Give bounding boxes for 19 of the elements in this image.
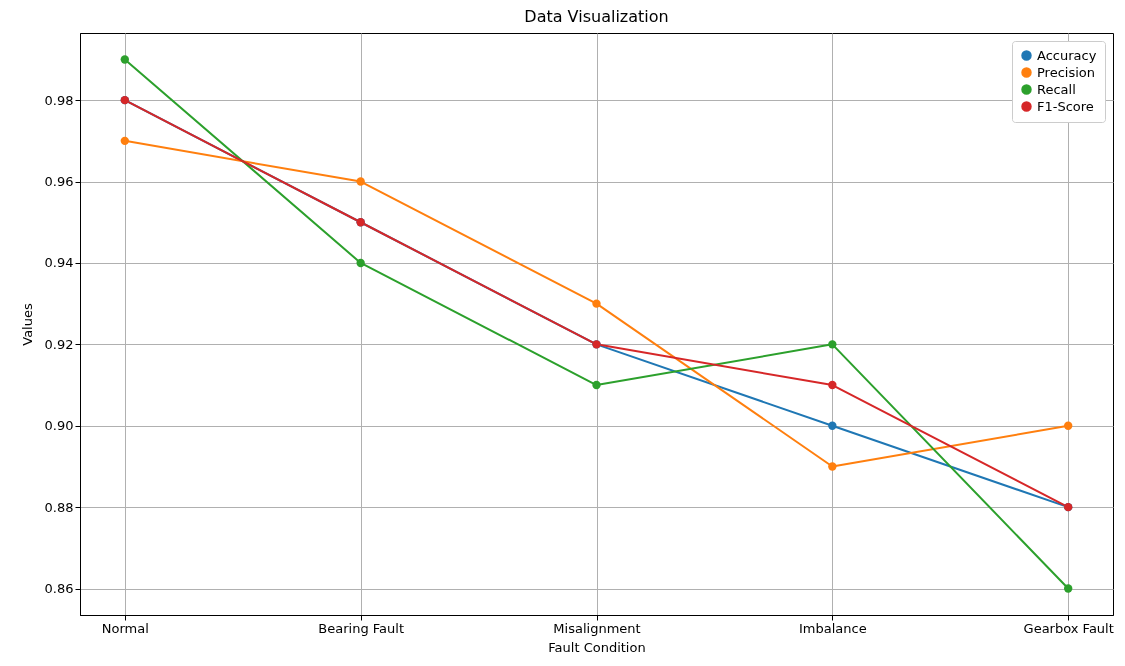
x-tick-label: Bearing Fault <box>318 620 404 636</box>
legend-label: F1-Score <box>1037 98 1094 114</box>
x-axis-title: Fault Condition <box>548 639 646 655</box>
chart-title: Data Visualization <box>524 7 669 26</box>
y-tick-label: 0.86 <box>44 581 74 597</box>
y-tick-label: 0.94 <box>44 255 74 271</box>
legend-label: Precision <box>1037 64 1096 80</box>
x-tick-label: Normal <box>101 620 149 636</box>
y-tick-label: 0.96 <box>44 174 74 190</box>
y-tick-label: 0.92 <box>44 336 74 352</box>
legend-label: Recall <box>1037 81 1076 97</box>
x-tick-label: Gearbox Fault <box>1023 620 1114 636</box>
x-tick-label: Imbalance <box>799 620 867 636</box>
legend-label: Accuracy <box>1037 47 1097 63</box>
x-tick-label: Misalignment <box>553 620 641 636</box>
y-tick-label: 0.98 <box>44 92 74 108</box>
y-tick-label: 0.90 <box>44 418 74 434</box>
y-axis-title: Values <box>19 303 35 346</box>
y-tick-label: 0.88 <box>44 499 74 515</box>
